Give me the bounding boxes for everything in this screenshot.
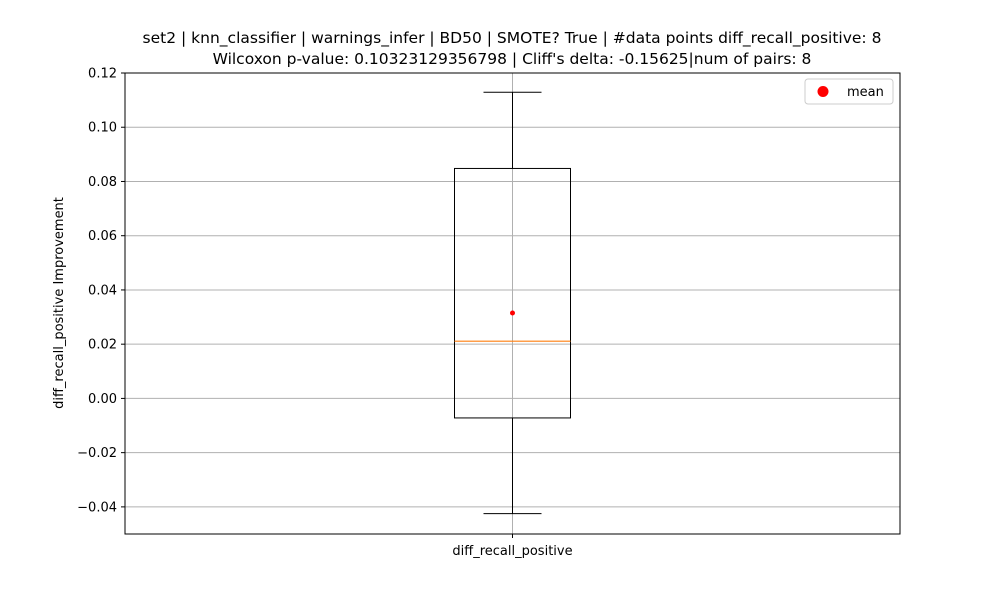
y-tick-label: 0.02: [88, 338, 117, 353]
mean-marker: [510, 310, 515, 316]
x-axis-ticks: diff_recall_positive: [452, 534, 573, 559]
y-tick-label: 0.12: [88, 67, 117, 82]
legend-mean-label: mean: [847, 85, 884, 100]
legend-mean-marker: [817, 86, 829, 97]
y-axis-label: diff_recall_positive Improvement: [52, 197, 67, 409]
chart-title: set2 | knn_classifier | warnings_infer |…: [143, 29, 882, 48]
y-tick-label: 0.08: [88, 175, 117, 190]
x-tick-label: diff_recall_positive: [452, 544, 572, 559]
legend: mean: [804, 78, 894, 105]
boxes-layer: [454, 91, 571, 515]
y-tick-label: −0.04: [77, 500, 117, 515]
interquartile-box: [454, 167, 571, 419]
y-tick-label: 0.06: [88, 229, 117, 244]
y-tick-label: 0.10: [88, 121, 117, 136]
y-tick-label: 0.00: [88, 392, 117, 407]
y-tick-label: 0.04: [88, 283, 117, 298]
y-tick-label: −0.02: [77, 446, 117, 461]
legend-frame: [804, 78, 894, 105]
y-axis-ticks: −0.04 −0.02 0.00 0.02 0.04 0.06 0.08 0.10 0.12: [77, 67, 125, 515]
chart-subtitle: Wilcoxon p-value: 0.10323129356798 | Cli…: [213, 50, 812, 68]
